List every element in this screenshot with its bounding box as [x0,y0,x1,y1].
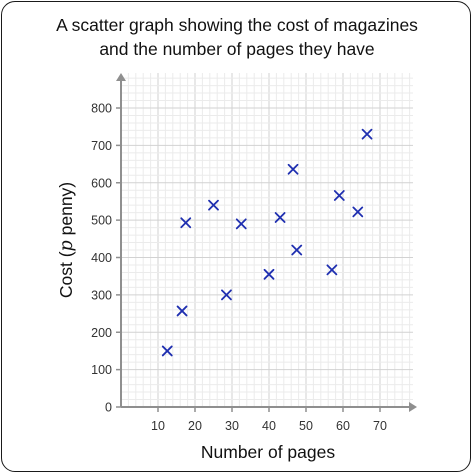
y-tick-label: 500 [91,214,112,228]
x-tick-label: 60 [336,419,350,433]
y-tick-label: 200 [91,326,112,340]
x-tick-label: 70 [373,419,387,433]
data-point-marker [263,268,275,280]
data-point-marker [326,264,338,276]
y-tick-label: 600 [91,176,112,190]
data-point-marker [235,218,247,230]
y-axis-label-pre: Cost ( [56,251,76,298]
x-tick-label: 30 [225,419,239,433]
data-point [161,345,173,357]
chart-title: A scatter graph showing the cost of maga… [56,15,418,35]
data-point [221,289,232,301]
x-tick-label: 40 [262,419,276,433]
grid [121,73,413,407]
data-point [176,305,188,317]
y-tick-label: 800 [91,102,112,116]
data-point [287,163,299,175]
data-point [235,218,247,230]
data-point [326,264,338,276]
y-tick-label: 300 [91,288,112,302]
data-point-marker [291,244,303,256]
data-points [161,128,373,357]
y-tick-label: 400 [91,251,112,265]
data-point-marker [180,217,192,229]
data-point [263,268,275,280]
data-point-marker [352,206,364,218]
chart-subtitle: and the number of pages they have [99,39,375,59]
data-point [274,212,286,223]
axes [116,73,417,412]
data-point-marker [208,199,219,211]
y-axis-label-var: p [57,240,77,251]
y-tick-label: 700 [91,139,112,153]
data-point-marker [274,212,286,223]
x-axis-arrow [409,402,417,412]
data-point [361,128,373,140]
x-axis-label: Number of pages [201,442,335,462]
data-point-marker [221,289,232,301]
data-point [291,244,303,256]
data-point [180,217,192,229]
x-tick-label: 50 [299,419,313,433]
y-tick-label: 0 [105,401,112,415]
data-point-marker [161,345,173,357]
data-point [352,206,364,218]
data-point-marker [361,128,373,140]
x-tick-label: 10 [151,419,165,433]
data-point-marker [333,190,345,201]
data-point-marker [287,163,299,175]
y-axis-label-post: penny) [56,182,76,240]
data-point [208,199,219,211]
y-axis-arrow [116,73,126,81]
y-tick-label: 100 [91,363,112,377]
y-axis-label: Cost (p penny) [56,182,77,298]
data-point [333,190,345,201]
x-tick-label: 20 [188,419,202,433]
data-point-marker [176,305,188,317]
